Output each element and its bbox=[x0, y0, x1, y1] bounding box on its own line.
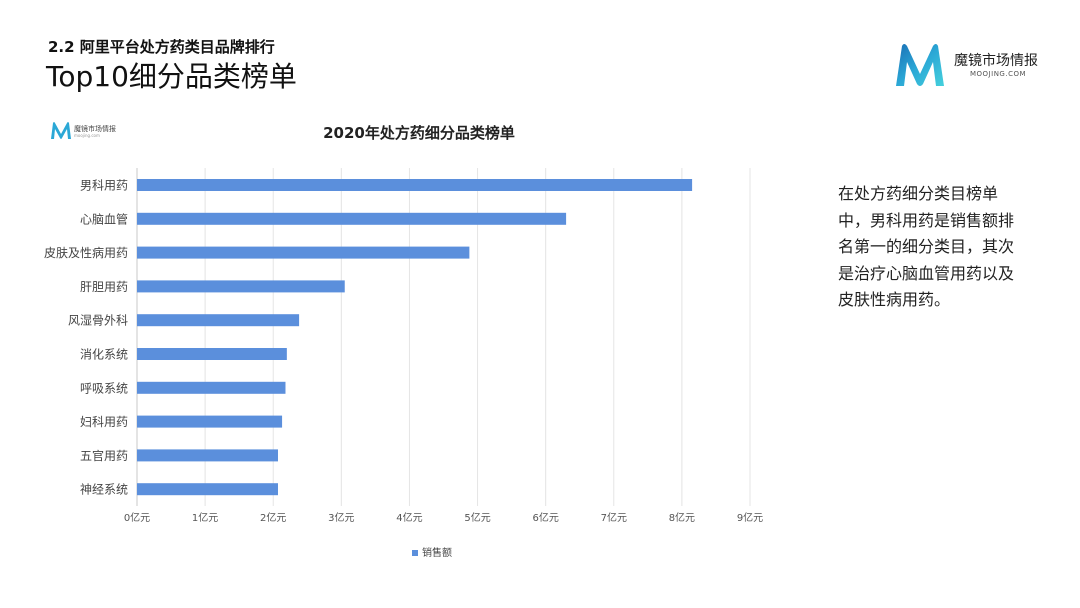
mini-logo-name: 魔镜市场情报 bbox=[74, 125, 116, 133]
x-tick-label: 6亿元 bbox=[532, 511, 558, 524]
x-tick-label: 9亿元 bbox=[737, 511, 763, 524]
category-label: 肝胆用药 bbox=[80, 280, 128, 294]
category-label: 风湿骨外科 bbox=[68, 313, 128, 328]
x-tick-label: 3亿元 bbox=[328, 511, 354, 524]
x-tick-label: 8亿元 bbox=[669, 511, 695, 524]
category-label: 呼吸系统 bbox=[80, 381, 128, 395]
legend-label: 销售额 bbox=[422, 548, 452, 559]
x-tick-label: 0亿元 bbox=[124, 511, 150, 524]
moojing-m-logo-icon bbox=[896, 44, 944, 86]
brand-url: MOOJING.COM bbox=[970, 70, 1027, 78]
x-tick-label: 4亿元 bbox=[396, 511, 422, 524]
bar bbox=[137, 179, 693, 191]
bar bbox=[137, 381, 286, 394]
chart-title: 2020年处方药细分品类榜单 bbox=[323, 124, 515, 142]
bar bbox=[137, 212, 567, 225]
bar bbox=[137, 314, 300, 327]
brand-name: 魔镜市场情报 bbox=[954, 53, 1038, 69]
legend-swatch bbox=[412, 550, 418, 556]
bar bbox=[137, 348, 287, 360]
section-label: 2.2 阿里平台处方药类目品牌排行 bbox=[48, 38, 275, 56]
mini-logo-url: moojing.com bbox=[74, 133, 100, 138]
legend: 销售额 bbox=[412, 544, 452, 559]
category-labels: 男科用药心脑血管皮肤及性病用药肝胆用药风湿骨外科消化系统呼吸系统妇科用药五官用药… bbox=[44, 179, 128, 497]
category-label: 皮肤及性病用药 bbox=[44, 245, 128, 260]
category-label: 神经系统 bbox=[80, 483, 128, 497]
x-tick-label: 7亿元 bbox=[601, 511, 627, 524]
description-text: 在处方药细分类目榜单中，男科用药是销售额排名第一的细分类目，其次是治疗心脑血管用… bbox=[838, 184, 1015, 309]
category-label: 消化系统 bbox=[80, 348, 128, 362]
category-label: 男科用药 bbox=[80, 179, 128, 193]
category-label: 心脑血管 bbox=[80, 211, 128, 226]
bar bbox=[137, 449, 278, 462]
bars bbox=[137, 179, 693, 496]
x-tick-labels: 0亿元 1亿元 2亿元 3亿元 4亿元 5亿元 6亿元 7亿元 8亿元 9亿元 bbox=[124, 511, 763, 524]
moojing-mini-m-icon bbox=[51, 122, 71, 139]
chart-watermark-logo: 魔镜市场情报 moojing.com bbox=[50, 120, 120, 142]
bar bbox=[137, 246, 470, 259]
category-label: 五官用药 bbox=[80, 448, 128, 463]
bar bbox=[137, 415, 283, 428]
x-tick-label: 5亿元 bbox=[464, 511, 490, 524]
page-title: Top10细分品类榜单 bbox=[46, 60, 297, 93]
bar bbox=[137, 483, 278, 496]
x-tick-label: 2亿元 bbox=[260, 511, 286, 524]
x-tick-label: 1亿元 bbox=[192, 511, 218, 524]
category-label: 妇科用药 bbox=[80, 415, 128, 429]
brand-logo: 魔镜市场情报 MOOJING.COM bbox=[892, 40, 1052, 92]
bar bbox=[137, 280, 345, 293]
